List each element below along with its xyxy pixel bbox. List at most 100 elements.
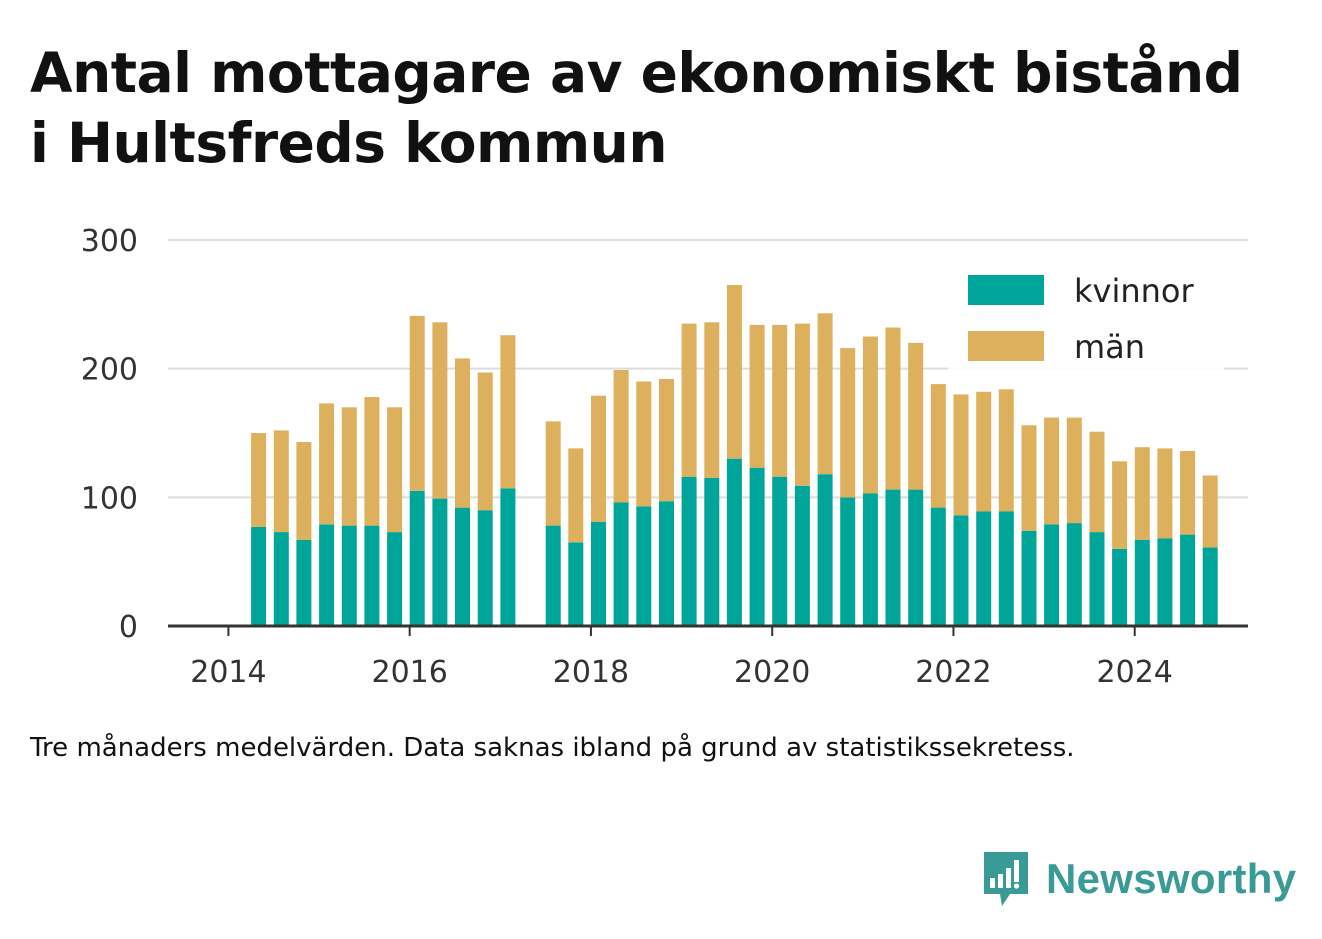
x-tick-label: 2020 [734, 655, 810, 690]
legend-swatch-kvinnor [968, 275, 1044, 305]
bar-man-2019-02 [681, 323, 697, 477]
bar-kvinnor-2020-08 [817, 474, 833, 626]
bar-kvinnor-2024-11 [1202, 547, 1218, 626]
bar-kvinnor-2020-11 [840, 497, 856, 626]
y-tick-label: 200 [81, 353, 138, 388]
bar-man-2016-08 [455, 358, 470, 508]
bar-kvinnor-2015-05 [341, 525, 357, 626]
bar-kvinnor-2021-11 [930, 507, 946, 626]
bar-man-2023-11 [1112, 461, 1128, 549]
bar-kvinnor-2018-11 [659, 501, 674, 626]
bar-man-2018-02 [591, 395, 606, 522]
legend-label-kvinnor: kvinnor [1074, 272, 1195, 310]
bar-man-2017-08 [545, 421, 561, 526]
bar-man-2021-02 [862, 336, 878, 494]
bar-kvinnor-2023-02 [1044, 524, 1060, 626]
bar-kvinnor-2019-05 [704, 478, 720, 626]
bar-man-2018-05 [613, 370, 629, 503]
bar-man-2020-08 [817, 313, 833, 475]
bar-kvinnor-2015-08 [364, 525, 380, 626]
brand-logo[interactable]: Newsworthy [980, 848, 1296, 910]
bar-kvinnor-2017-11 [568, 542, 584, 626]
bar-man-2022-11 [1021, 425, 1037, 531]
bar-man-2018-08 [636, 381, 652, 507]
bar-kvinnor-2014-08 [273, 532, 289, 626]
bar-man-2020-02 [772, 324, 788, 477]
x-tick-label: 2024 [1097, 655, 1173, 690]
y-tick-label: 100 [81, 481, 138, 516]
bar-man-2018-11 [659, 379, 674, 502]
legend-label-man: män [1074, 328, 1145, 366]
x-tick-label: 2016 [371, 655, 447, 690]
bar-kvinnor-2014-11 [296, 539, 312, 626]
bar-man-2017-02 [500, 335, 516, 489]
y-axis-ticks: 0 100 200 300 [81, 224, 138, 645]
bar-man-2017-11 [568, 448, 584, 543]
brand-name: Newsworthy [1046, 855, 1297, 902]
bar-kvinnor-2021-02 [862, 493, 878, 626]
bar-kvinnor-2016-02 [409, 490, 425, 626]
newsworthy-logo-icon [984, 852, 1028, 906]
bar-man-2023-08 [1089, 431, 1105, 533]
title-line-1: Antal mottagare av ekonomiskt bistånd [30, 41, 1243, 105]
bar-man-2023-05 [1066, 417, 1082, 524]
bar-kvinnor-2020-02 [772, 476, 788, 626]
x-tick-label: 2014 [190, 655, 266, 690]
bar-man-2019-11 [749, 324, 765, 468]
bar-kvinnor-2023-11 [1112, 548, 1128, 626]
bar-kvinnor-2024-02 [1134, 539, 1150, 626]
bar-man-2016-02 [409, 315, 425, 491]
bar-kvinnor-2016-11 [477, 510, 493, 626]
bar-man-2014-11 [296, 442, 312, 540]
stacked-bar-chart: 0 100 200 300 2014 2016 2018 2020 2022 2024 kvin… [81, 224, 1248, 690]
bar-man-2020-05 [794, 323, 810, 486]
bar-man-2019-05 [704, 322, 720, 478]
bar-kvinnor-2015-02 [319, 524, 335, 626]
bar-kvinnor-2020-05 [794, 485, 810, 626]
bar-kvinnor-2019-02 [681, 476, 697, 626]
y-tick-label: 0 [119, 610, 138, 645]
bar-man-2021-05 [885, 327, 901, 490]
bar-man-2023-02 [1044, 417, 1060, 525]
bar-kvinnor-2022-08 [998, 511, 1014, 626]
bar-kvinnor-2019-11 [749, 467, 765, 626]
bar-kvinnor-2021-05 [885, 489, 901, 626]
bar-man-2015-02 [319, 403, 335, 525]
bar-kvinnor-2015-11 [387, 532, 403, 626]
bar-kvinnor-2016-08 [455, 507, 470, 626]
bar-kvinnor-2022-11 [1021, 530, 1037, 626]
y-tick-label: 300 [81, 224, 138, 259]
bar-man-2021-08 [908, 342, 924, 490]
bar-man-2019-08 [726, 285, 742, 459]
bar-man-2016-05 [432, 322, 448, 499]
bar-man-2024-05 [1157, 448, 1173, 539]
bar-man-2015-11 [387, 407, 403, 533]
bar-man-2015-08 [364, 397, 380, 526]
x-axis-ticks: 2014 2016 2018 2020 2022 2024 [190, 626, 1173, 690]
bar-kvinnor-2019-08 [726, 458, 742, 626]
bar-kvinnor-2017-02 [500, 488, 516, 626]
bar-kvinnor-2022-02 [953, 515, 969, 626]
bar-kvinnor-2014-05 [251, 526, 267, 626]
x-tick-label: 2022 [915, 655, 991, 690]
bar-kvinnor-2017-08 [545, 525, 561, 626]
chart-title: Antal mottagare av ekonomiskt bistånd i … [30, 38, 1300, 178]
bar-man-2024-02 [1134, 447, 1150, 540]
chart-caption: Tre månaders medelvärden. Data saknas ib… [30, 733, 1075, 763]
bar-man-2022-08 [998, 389, 1014, 512]
legend: kvinnor män [948, 262, 1224, 372]
bar-man-2014-05 [251, 433, 267, 527]
bar-man-2022-02 [953, 394, 969, 516]
bar-kvinnor-2023-05 [1066, 523, 1082, 626]
bar-kvinnor-2021-08 [908, 489, 924, 626]
bar-man-2022-05 [976, 391, 992, 512]
legend-swatch-man [968, 331, 1044, 361]
bar-man-2024-11 [1202, 475, 1218, 548]
bar-kvinnor-2018-05 [613, 502, 629, 626]
bar-man-2020-11 [840, 348, 856, 498]
bar-kvinnor-2024-08 [1180, 534, 1196, 626]
bar-man-2015-05 [341, 407, 357, 526]
bar-kvinnor-2018-08 [636, 506, 652, 626]
bar-man-2016-11 [477, 372, 493, 511]
bar-kvinnor-2016-05 [432, 498, 448, 626]
